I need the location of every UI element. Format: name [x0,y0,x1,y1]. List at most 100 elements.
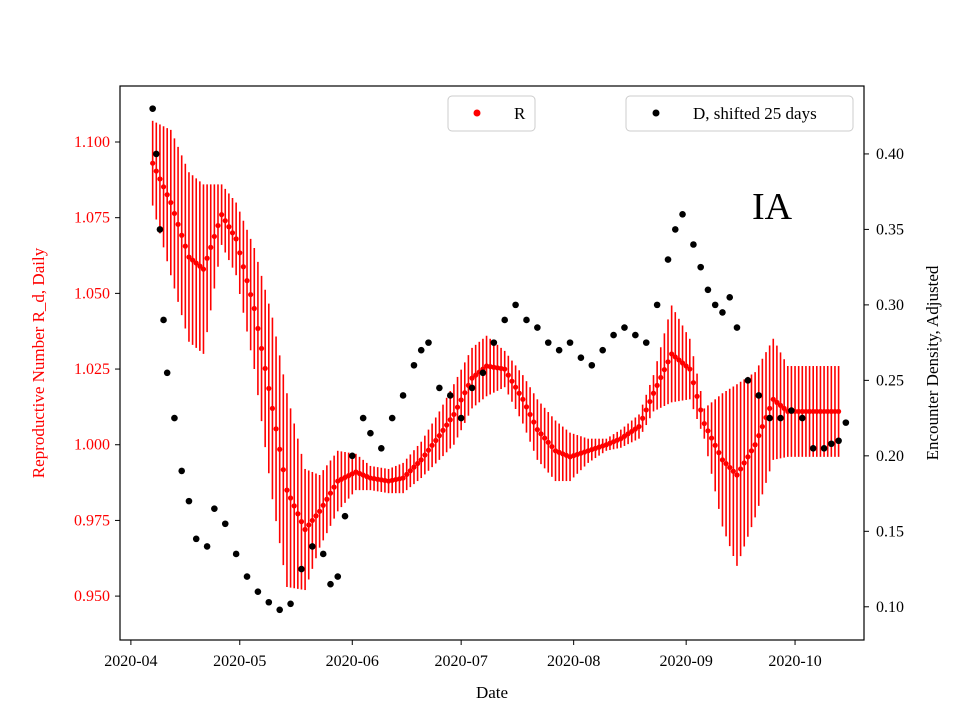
d-point [254,588,262,595]
right-y-axis: 0.10 0.15 0.20 0.25 0.30 0.35 0.40 [864,146,904,616]
d-point [842,419,850,426]
d-series-layer [149,105,850,614]
r-point [523,404,530,410]
right-y-tick-label: 0.30 [876,297,904,314]
d-point [588,361,596,369]
r-point [244,278,250,284]
right-y-tick-label: 0.40 [876,146,904,163]
d-point [410,361,418,369]
r-point [266,385,272,392]
x-tick-label: 2020-04 [104,653,157,670]
d-point [265,598,273,606]
d-point [534,324,541,331]
r-point [654,382,660,389]
d-point [523,316,530,324]
r-point [215,222,221,229]
r-point [251,305,257,312]
r-point [418,457,424,463]
r-point [505,372,511,378]
r-point [317,508,323,514]
d-point [341,512,349,520]
x-tick-label: 2020-05 [213,653,266,670]
r-point [233,236,239,242]
r-point [520,396,526,402]
d-point [719,309,726,316]
r-point [211,233,217,240]
r-point [153,168,159,174]
r-point [436,433,442,439]
r-point [302,526,308,533]
r-point [433,437,439,444]
d-point [642,339,650,346]
d-point [501,316,509,324]
d-point [156,226,164,233]
r-point [636,423,642,430]
d-point [185,497,193,505]
r-point [280,467,286,473]
r-point [407,468,413,474]
r-point [400,475,406,481]
r-point [676,357,682,363]
r-point [269,405,276,412]
d-point [828,440,835,448]
r-point [287,495,294,501]
r-point [799,408,805,415]
r-point [208,244,214,250]
legend-d-box [625,95,854,132]
d-point [309,543,316,550]
r-point [679,360,686,366]
d-point [334,573,342,580]
d-point [726,294,734,301]
r-point [549,443,555,450]
r-point [817,408,824,415]
r-point [835,408,842,415]
r-point [803,408,809,415]
r-point [273,426,279,432]
right-y-axis-label: Encounter Density, Adjusted [923,265,942,460]
r-point [447,417,453,423]
r-point [796,408,802,415]
r-point [527,411,533,418]
r-point [770,396,776,402]
r-point [179,232,185,238]
r-point [327,490,334,496]
r-point [415,460,421,467]
x-axis: 2020-04 2020-05 2020-06 2020-07 2020-08 2020-… [104,640,822,670]
x-axis-label: Date [476,683,508,702]
r-point [814,408,820,415]
r-point [669,351,675,357]
r-series-layer [150,120,842,591]
legend-r-marker [473,109,481,117]
r-point [248,291,254,298]
r-point [451,411,457,418]
r-point [454,404,461,410]
d-point [160,316,167,324]
d-point [348,452,356,460]
r-point [404,471,410,478]
r-point [502,366,508,372]
right-y-tick-label: 0.15 [876,523,904,540]
d-point [766,414,773,422]
r-point [226,224,232,230]
d-point [755,392,763,399]
r-point [473,372,479,378]
r-point [640,415,646,421]
d-point [298,565,305,573]
d-point [733,324,741,331]
r-point [752,442,758,448]
d-point [697,263,704,271]
r-point [759,423,765,430]
d-point [671,226,679,233]
r-point [219,212,225,218]
r-point [690,380,697,386]
left-y-tick-label: 1.000 [74,437,110,454]
r-point [512,384,519,390]
r-point [182,243,188,249]
d-point [276,606,283,614]
legend-r: R [447,95,536,132]
r-point [825,408,831,415]
d-point [777,414,784,422]
d-point [820,444,828,452]
r-point [237,250,243,256]
r-point [306,522,312,528]
